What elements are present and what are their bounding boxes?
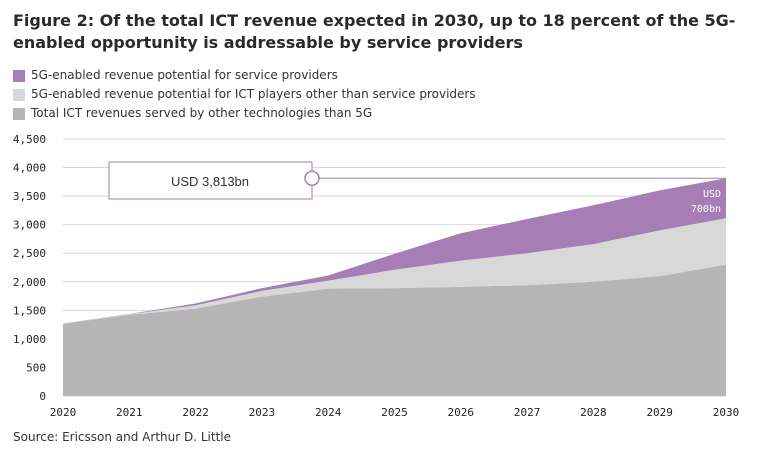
x-tick-label: 2023 bbox=[249, 406, 276, 419]
legend-swatch-ict-players bbox=[13, 88, 25, 101]
legend: 5G-enabled revenue potential for service… bbox=[13, 66, 476, 123]
y-tick-label: 4,000 bbox=[13, 162, 46, 175]
x-tick-label: 2021 bbox=[116, 406, 143, 419]
legend-item-service-providers: 5G-enabled revenue potential for service… bbox=[13, 66, 476, 85]
chart-title: Figure 2: Of the total ICT revenue expec… bbox=[13, 11, 736, 52]
x-tick-label: 2030 bbox=[713, 406, 740, 419]
x-tick-label: 2024 bbox=[315, 406, 342, 419]
x-tick-label: 2029 bbox=[646, 406, 673, 419]
legend-label-ict-players: 5G-enabled revenue potential for ICT pla… bbox=[31, 87, 476, 101]
legend-item-ict-players: 5G-enabled revenue potential for ICT pla… bbox=[13, 85, 476, 104]
legend-label-other-technologies: Total ICT revenues served by other techn… bbox=[31, 106, 373, 120]
source-note: Source: Ericsson and Arthur D. Little bbox=[13, 430, 231, 444]
y-tick-label: 2,500 bbox=[13, 247, 46, 260]
y-tick-label: 3,000 bbox=[13, 219, 46, 232]
y-tick-label: 1,500 bbox=[13, 304, 46, 317]
legend-swatch-other-technologies bbox=[13, 107, 25, 120]
y-tick-label: 0 bbox=[39, 390, 46, 403]
x-tick-label: 2026 bbox=[448, 406, 475, 419]
y-tick-label: 3,500 bbox=[13, 190, 46, 203]
x-tick-label: 2022 bbox=[182, 406, 209, 419]
area-base bbox=[63, 264, 726, 396]
callout-label: USD 3,813bn bbox=[171, 174, 249, 189]
x-tick-label: 2028 bbox=[580, 406, 607, 419]
legend-label-service-providers: 5G-enabled revenue potential for service… bbox=[31, 68, 338, 82]
callout-marker bbox=[304, 170, 320, 186]
area-sp bbox=[63, 178, 726, 324]
y-tick-label: 4,500 bbox=[13, 133, 46, 146]
legend-swatch-service-providers bbox=[13, 69, 25, 82]
end-label-usd: USD bbox=[703, 189, 721, 200]
x-tick-label: 2027 bbox=[514, 406, 541, 419]
y-tick-label: 500 bbox=[26, 361, 46, 374]
area-ict bbox=[63, 218, 726, 324]
x-tick-label: 2025 bbox=[381, 406, 408, 419]
end-label-value: 700bn bbox=[691, 204, 721, 215]
legend-item-other-technologies: Total ICT revenues served by other techn… bbox=[13, 104, 476, 123]
y-tick-label: 1,000 bbox=[13, 333, 46, 346]
y-tick-label: 2,000 bbox=[13, 276, 46, 289]
x-tick-label: 2020 bbox=[50, 406, 77, 419]
